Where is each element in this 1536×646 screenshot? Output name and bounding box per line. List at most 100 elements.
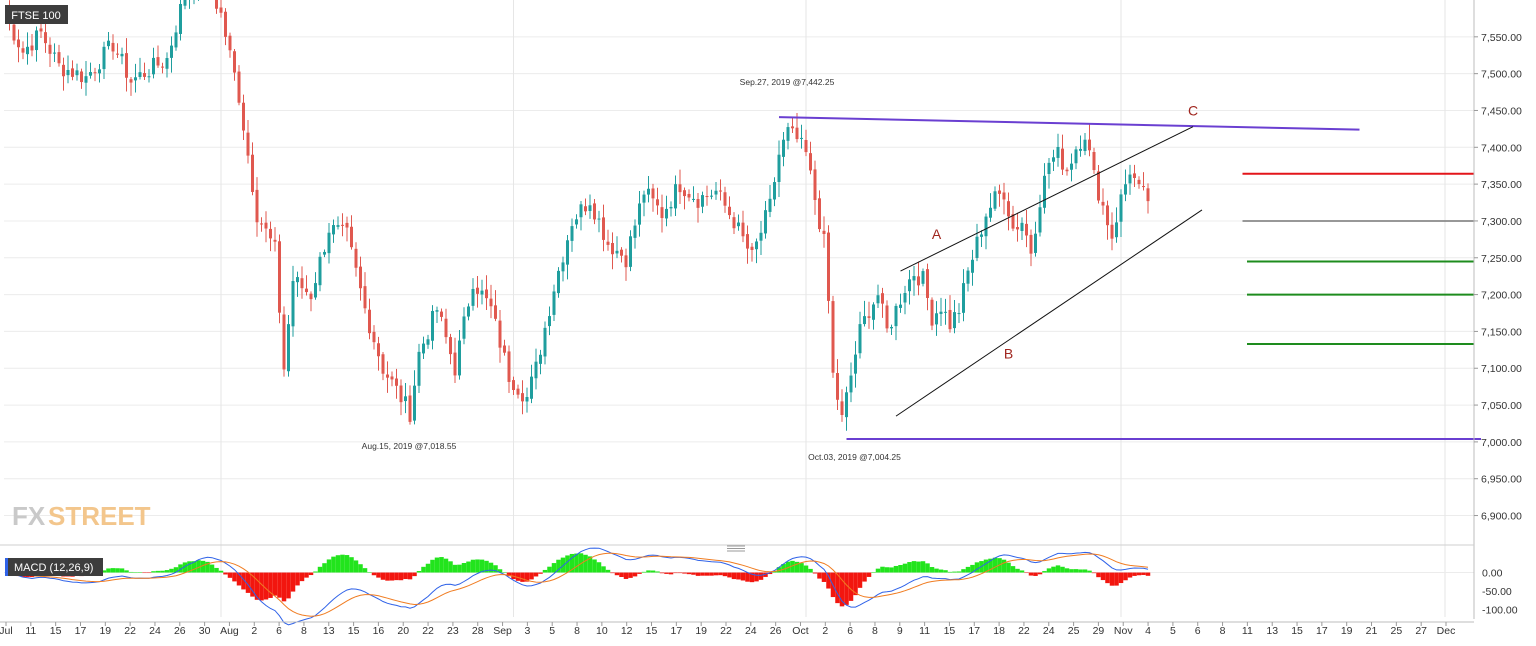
macd-histogram-bar: [601, 566, 606, 573]
candle-body: [800, 137, 803, 139]
macd-histogram-bar: [952, 571, 957, 573]
candle-body: [917, 276, 920, 286]
candle-body: [152, 57, 155, 75]
candle-body: [1065, 169, 1069, 172]
time-tick-label: 19: [99, 625, 111, 637]
macd-histogram-bar: [884, 567, 890, 573]
time-tick-label: 17: [671, 625, 683, 637]
candle-body: [372, 331, 376, 343]
candle-body: [593, 203, 596, 220]
time-tick-label: 15: [1291, 625, 1303, 637]
pane-divider-handle[interactable]: [727, 545, 745, 552]
candle-body: [926, 269, 929, 299]
macd-histogram-bar: [380, 572, 386, 580]
time-tick-label: 5: [549, 625, 555, 637]
macd-histogram-bar: [497, 569, 503, 573]
candle-body: [912, 276, 916, 281]
candle-body: [1083, 139, 1087, 152]
candle-body: [71, 68, 74, 77]
candle-body: [525, 396, 529, 402]
time-tick-label: 30: [199, 625, 211, 637]
macd-histogram-bar: [713, 572, 719, 576]
macd-badge[interactable]: MACD (12,26,9): [5, 558, 103, 576]
candle-body: [516, 388, 520, 395]
macd-histogram-bar: [920, 561, 926, 573]
macd-histogram-bar: [484, 560, 489, 573]
symbol-badge[interactable]: FTSE 100: [5, 5, 68, 24]
macd-histogram-bar: [263, 572, 269, 600]
candle-body: [944, 311, 947, 313]
trendlines: [778, 116, 1481, 440]
macd-histogram-bar: [812, 572, 818, 574]
macd-histogram-bar: [664, 572, 669, 574]
macd-histogram-bar: [956, 571, 962, 573]
macd-histogram-bar: [893, 565, 899, 573]
macd-histogram-bar: [880, 566, 885, 573]
candle-body: [228, 35, 232, 51]
macd-histogram-bar: [943, 570, 948, 573]
candle-body: [471, 288, 475, 306]
macd-histogram-bar: [416, 571, 422, 573]
candle-body: [759, 232, 763, 241]
macd-histogram-bar: [119, 568, 125, 573]
candle-body: [1047, 162, 1051, 175]
candle-body: [48, 44, 52, 54]
macd-histogram-bar: [808, 568, 813, 573]
candle-body: [611, 242, 614, 255]
macd-histogram-bar: [259, 572, 264, 601]
macd-histogram-bar: [767, 572, 773, 575]
time-tick-label: 9: [897, 625, 903, 637]
candle-body: [84, 76, 88, 83]
macd-histogram-bar: [596, 562, 602, 573]
macd-histogram-bar: [668, 572, 674, 575]
candle-body: [624, 255, 628, 268]
macd-histogram-bar: [1055, 565, 1061, 573]
macd-histogram-bar: [1141, 572, 1146, 575]
macd-histogram-bar: [1123, 572, 1128, 581]
macd-histogram-bar: [502, 572, 507, 573]
macd-histogram-bar: [821, 572, 827, 582]
candle-body: [309, 293, 313, 300]
macd-histogram-bar: [673, 572, 678, 574]
macd-histogram-bar: [542, 569, 548, 573]
candle-body: [692, 198, 695, 200]
macd-histogram-bar: [587, 556, 593, 573]
time-tick-label: 17: [75, 625, 87, 637]
time-tick-label: 26: [174, 625, 186, 637]
macd-histogram-bar: [691, 572, 696, 575]
candle-body: [804, 140, 808, 153]
macd-tick-label: -50.00: [1482, 586, 1512, 598]
time-tick-label: 6: [276, 625, 282, 637]
macd-histogram-bar: [146, 572, 152, 574]
macd-histogram-bar: [1145, 572, 1151, 576]
candle-body: [795, 127, 799, 140]
macd-histogram-bar: [430, 559, 435, 573]
candle-body: [1142, 186, 1145, 188]
candle-body: [170, 45, 173, 58]
macd-panel: [4, 547, 1151, 626]
macd-histogram-bar: [574, 553, 579, 573]
candle-body: [849, 375, 853, 393]
price-tick-label: 6,900.00: [1481, 511, 1522, 523]
candle-body: [1137, 179, 1141, 185]
macd-histogram-bar: [916, 561, 921, 573]
macd-histogram-bar: [538, 572, 543, 574]
candle-body: [93, 72, 97, 74]
signal-line: [4, 552, 1149, 617]
macd-histogram-bar: [1105, 572, 1110, 584]
candle-body: [498, 320, 502, 348]
candle-body: [305, 288, 308, 293]
macd-histogram-bar: [857, 572, 863, 588]
candle-body: [390, 376, 394, 380]
macd-histogram-bar: [1037, 572, 1043, 575]
time-tick-label: 6: [847, 625, 853, 637]
price-tick-label: 7,000.00: [1481, 437, 1522, 449]
candle-body: [89, 72, 92, 76]
time-tick-label: 22: [422, 625, 434, 637]
candle-body: [98, 69, 101, 74]
time-tick-label: 19: [1341, 625, 1353, 637]
wave-label-B: B: [1004, 345, 1013, 361]
candle-body: [570, 226, 574, 241]
macd-histogram-bar: [1100, 572, 1106, 581]
